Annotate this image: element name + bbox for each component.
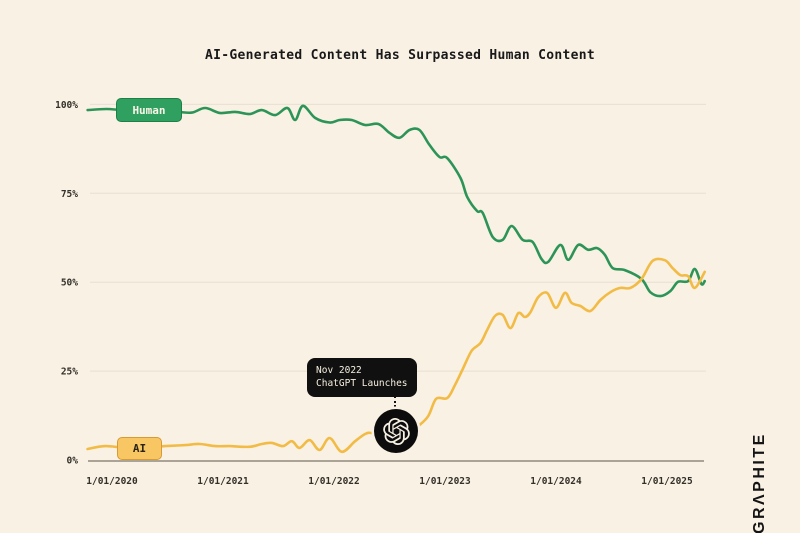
annotation-line1: Nov 2022 (316, 365, 362, 376)
y-tick-label-0: 0% (67, 456, 79, 467)
y-tick-label-25: 25% (61, 367, 78, 378)
series-line-ai (86, 257, 706, 454)
y-tick-label-100: 100% (55, 100, 78, 111)
annotation-line2: ChatGPT Launches (316, 378, 408, 389)
x-tick-label-2025: 1/01/2025 (641, 476, 693, 487)
chart-title: AI-Generated Content Has Surpassed Human… (204, 48, 596, 63)
y-tick-label-75: 75% (61, 189, 78, 200)
y-tick-label-50: 50% (61, 278, 78, 289)
x-tick-label-2020: 1/01/2020 (86, 476, 138, 487)
x-tick-label-2024: 1/01/2024 (530, 476, 582, 487)
chatgpt-launch-marker (374, 409, 418, 453)
series-badge-ai-label: AI (132, 442, 147, 455)
openai-logo-icon (382, 417, 410, 445)
series-badge-ai: AI (117, 437, 162, 460)
graphite-logo: GRΛPHITE (751, 432, 768, 533)
series-line-human (86, 104, 706, 298)
series-badge-human: Human (116, 98, 182, 122)
x-tick-label-2021: 1/01/2021 (197, 476, 249, 487)
x-tick-label-2022: 1/01/2022 (308, 476, 359, 487)
x-tick-label-2023: 1/01/2023 (419, 476, 471, 487)
series-badge-human-label: Human (132, 103, 166, 117)
annotation-tooltip: Nov 2022 ChatGPT Launches (307, 358, 417, 397)
annotation-dotted-connector (394, 396, 396, 411)
